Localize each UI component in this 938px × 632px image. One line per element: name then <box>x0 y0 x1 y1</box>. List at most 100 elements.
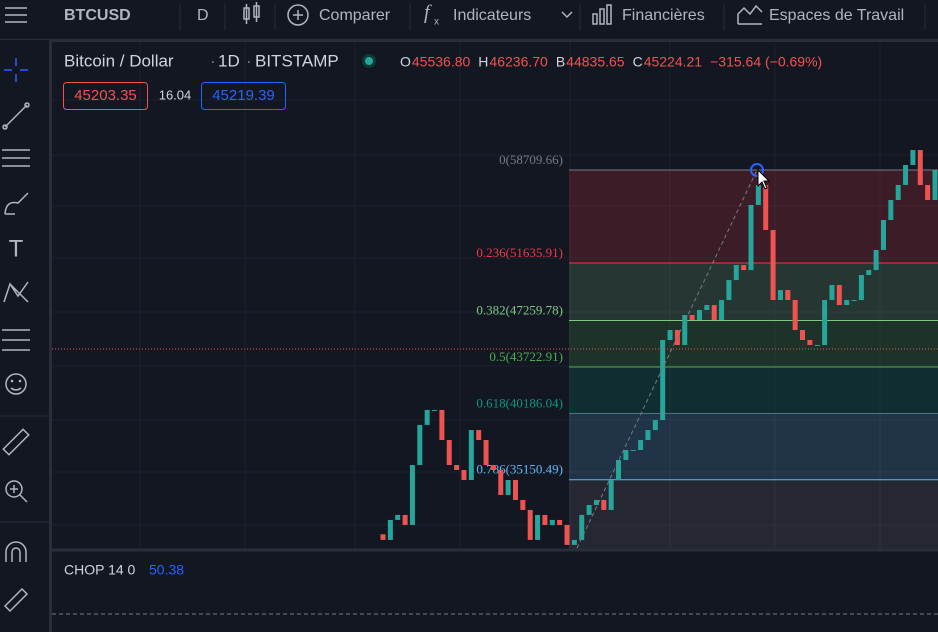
fib-tool[interactable] <box>2 149 30 167</box>
candle-body <box>490 465 496 470</box>
candle-body <box>836 285 842 306</box>
indicator-value: 50.38 <box>149 562 184 578</box>
ask-price[interactable]: 45219.39 <box>212 87 275 104</box>
indicators-button[interactable]: Indicateurs <box>453 7 531 24</box>
interval[interactable]: D <box>197 7 209 24</box>
candle-body <box>726 280 732 301</box>
fib-level-label: 0.786(35150.49) <box>476 462 563 477</box>
ohlc-value: 45224.21 <box>644 54 703 70</box>
candle-body <box>638 440 644 451</box>
symbol-period: 1D <box>218 51 240 70</box>
legend-dot: · <box>246 51 252 70</box>
ask-box[interactable] <box>201 82 286 110</box>
candle-body <box>512 479 518 500</box>
candle-body <box>910 150 916 166</box>
candle-body <box>792 300 798 331</box>
candle-body <box>630 450 636 452</box>
candle-body <box>387 519 393 540</box>
fib-band <box>569 320 938 368</box>
indicators-icon[interactable]: f <box>424 2 432 24</box>
candle-body <box>380 534 386 540</box>
candle-body <box>755 185 761 205</box>
candle-body <box>800 330 806 340</box>
candle-body <box>873 249 879 271</box>
brush-tool[interactable] <box>4 192 29 215</box>
pattern-tool[interactable] <box>3 281 29 303</box>
candle-body <box>822 300 828 345</box>
ohlc-value: 45536.80 <box>412 54 471 70</box>
measure-tool[interactable] <box>2 428 30 456</box>
candle-body <box>785 290 791 301</box>
candle-body <box>527 509 533 540</box>
candle-body <box>777 290 783 301</box>
ohlc-value: 46236.70 <box>489 54 548 70</box>
candle-body <box>476 430 482 441</box>
candle-body <box>483 440 489 466</box>
fib-level-label: 0.382(47259.78) <box>476 303 563 318</box>
trend-line-tool[interactable] <box>2 102 30 130</box>
workspaces-icon[interactable] <box>737 4 763 25</box>
candle-body <box>424 409 430 425</box>
zoom-tool[interactable] <box>5 480 28 503</box>
cursor <box>757 168 771 190</box>
compare-icon[interactable] <box>287 4 309 26</box>
crosshair-tool[interactable] <box>4 58 28 82</box>
prediction-tool[interactable] <box>2 329 30 351</box>
fib-anchor[interactable] <box>750 163 764 177</box>
candle-body <box>542 514 548 525</box>
candle-body <box>564 524 570 545</box>
candle-body <box>616 460 622 480</box>
fib-level-label: 0(58709.66) <box>499 152 563 167</box>
candle-body <box>925 185 931 201</box>
financials-icon[interactable] <box>592 4 612 25</box>
candle-body <box>535 514 541 540</box>
candle-body <box>895 185 901 201</box>
candle-body <box>880 219 886 250</box>
financials-button[interactable]: Financières <box>622 7 705 24</box>
candle-body <box>689 315 695 321</box>
fib-band <box>569 263 938 321</box>
candle-body <box>395 514 401 520</box>
candle-body <box>741 265 747 271</box>
candle-body <box>579 514 585 540</box>
candle-body <box>623 450 629 461</box>
candle-body <box>608 479 614 510</box>
bid-price[interactable]: 45203.35 <box>74 87 137 104</box>
ohlc-legend: O 45536.80 H 46236.70 B 44835.65 C 45224.21 −315… <box>400 54 822 70</box>
candle-body <box>667 330 673 340</box>
market-status[interactable] <box>365 57 373 65</box>
candle-body <box>432 409 438 411</box>
ohlc-value: 44835.65 <box>566 54 625 70</box>
compare-button[interactable]: Comparer <box>319 7 391 24</box>
candle-body <box>932 170 938 201</box>
symbol[interactable]: BTCUSD <box>64 7 131 24</box>
spread: 16.04 <box>159 87 192 102</box>
text-tool[interactable]: T <box>9 235 24 262</box>
lock-drawing-tool[interactable] <box>3 587 29 613</box>
candle-body <box>439 409 445 441</box>
symbol-name: Bitcoin / Dollar <box>64 51 174 70</box>
candle-body <box>586 504 592 515</box>
top-toolbar <box>0 0 938 40</box>
candle-body <box>505 479 511 495</box>
ohlc-label: C <box>633 54 643 70</box>
grid <box>52 42 938 549</box>
icon-tool[interactable] <box>5 373 27 395</box>
candle-body <box>682 315 688 345</box>
magnet-tool[interactable] <box>5 541 27 562</box>
menu-icon[interactable] <box>5 7 27 23</box>
candle-body <box>748 204 754 271</box>
workspaces-button[interactable]: Espaces de Travail <box>769 7 904 24</box>
fib-level-label: 0.236(51635.91) <box>476 245 563 260</box>
symbol-exchange: BITSTAMP <box>255 51 339 70</box>
fib-band <box>569 479 938 549</box>
bid-box[interactable] <box>63 82 148 110</box>
candle-body <box>446 440 452 466</box>
candle-body <box>468 430 474 480</box>
candle-body <box>903 165 909 186</box>
candle-body <box>770 229 776 301</box>
chart-style-icon[interactable] <box>243 2 260 24</box>
indicators-dropdown[interactable] <box>561 11 573 19</box>
